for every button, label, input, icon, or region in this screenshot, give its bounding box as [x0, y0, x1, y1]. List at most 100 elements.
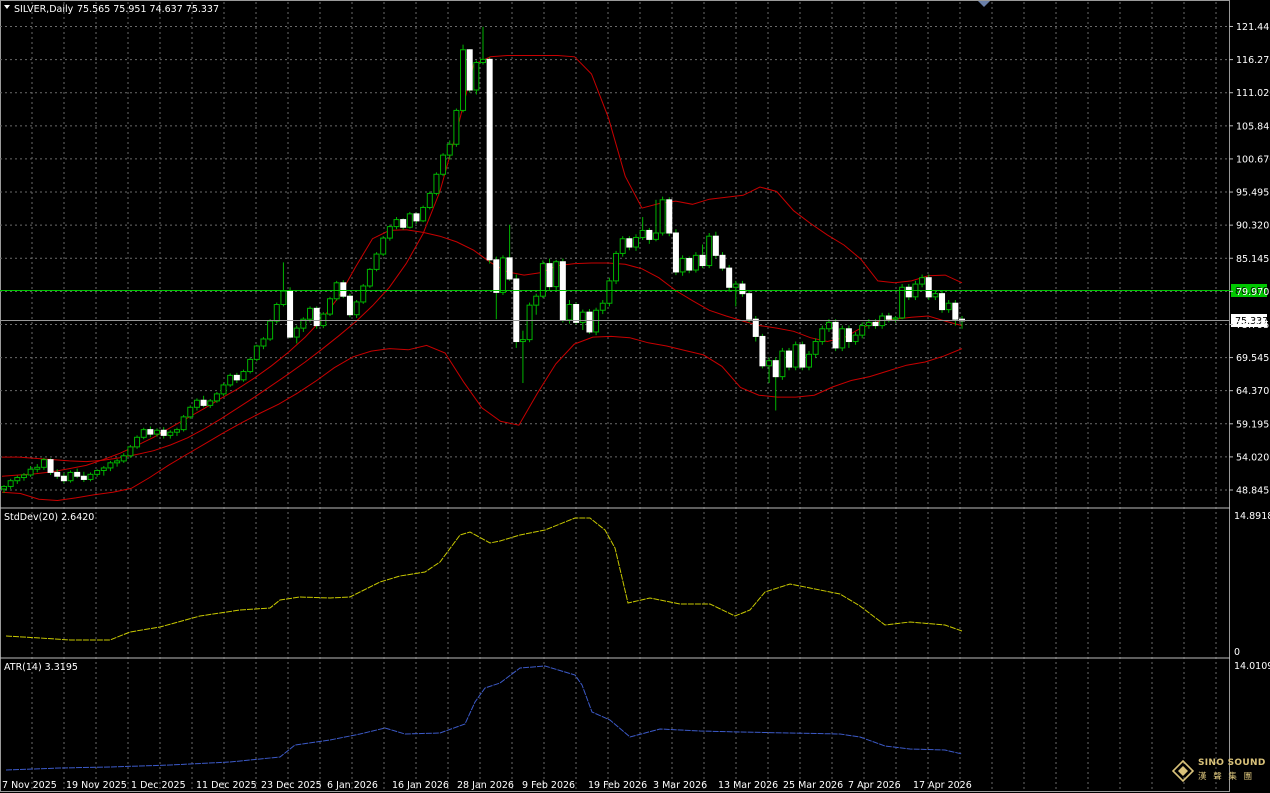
candle-body [147, 429, 154, 435]
x-tick-label: 11 Dec 2025 [196, 780, 257, 791]
candle-body [134, 436, 141, 448]
candle-body [300, 318, 307, 329]
candle-body [526, 304, 533, 341]
candle-body [752, 318, 759, 337]
candle-body [107, 462, 114, 469]
candle-body [779, 350, 786, 378]
x-tick-label: 6 Jan 2026 [327, 780, 378, 791]
candle-body [553, 261, 560, 288]
candle-body [885, 315, 892, 320]
candle-body [872, 321, 879, 327]
candle-body [313, 307, 320, 327]
candle-body [213, 393, 220, 402]
candle-body [340, 282, 347, 297]
candle-body [426, 192, 433, 208]
candle-body [805, 353, 812, 368]
candle-body [74, 471, 81, 477]
candle-body [619, 238, 626, 254]
candle-body [120, 455, 127, 462]
time-axis[interactable]: 7 Nov 2025 19 Nov 2025 1 Dec 2025 11 Dec 20… [2, 780, 972, 791]
x-tick-label: 17 Apr 2026 [913, 780, 972, 791]
y-tick-label: 79.970 [1236, 287, 1269, 298]
candle-body [433, 173, 440, 194]
current-price-label: 75.337 [1235, 316, 1268, 327]
candle-body [486, 58, 493, 261]
candle-body [173, 429, 180, 433]
x-tick-label: 28 Jan 2026 [457, 780, 514, 791]
candle-body [892, 317, 899, 320]
candle-body [360, 285, 367, 303]
candle-body [586, 311, 593, 333]
candle-body [493, 259, 500, 293]
scroll-marker-icon[interactable] [978, 1, 990, 7]
candle-body [952, 302, 959, 320]
candle-body [180, 416, 187, 431]
candle-body [200, 399, 207, 406]
candle-body [573, 304, 580, 323]
stddev-title: StdDev(20) 2.6420 [4, 512, 94, 523]
candle-body [386, 226, 393, 239]
candle-body [699, 254, 706, 267]
candle-body [905, 286, 912, 298]
candle-body [413, 213, 420, 222]
candle-body [593, 309, 600, 333]
ohlc-readout: 75.565 75.951 74.637 75.337 [77, 4, 219, 15]
x-tick-label: 7 Apr 2026 [848, 780, 901, 791]
logo-top-text: SINO SOUND [1198, 758, 1266, 768]
candle-body [233, 374, 240, 381]
candle-body [825, 321, 832, 330]
candle-body [127, 446, 134, 457]
candle-body [87, 473, 94, 480]
candle-body [546, 263, 553, 288]
candle-body [739, 283, 746, 295]
y-tick-label: 90.320 [1236, 221, 1269, 232]
candle-body [865, 321, 872, 327]
candle-body [639, 229, 646, 238]
candle-body [446, 143, 453, 156]
candle-body [247, 358, 254, 373]
candle-body [160, 429, 167, 436]
candle-body [766, 360, 773, 367]
stddev-zero-value: 0 [1234, 647, 1240, 658]
candle-body [380, 237, 387, 255]
candle-body [692, 254, 699, 271]
candle-body [253, 345, 260, 360]
x-tick-label: 7 Nov 2025 [2, 780, 57, 791]
horizontal-lines: 80.000 75.337 [0, 284, 1268, 327]
broker-logo: SINO SOUND 漢 聲 集 團 [1172, 758, 1266, 784]
candle-body [7, 480, 14, 487]
candle-body [633, 236, 640, 248]
candle-body [599, 302, 606, 311]
candle-body [187, 406, 194, 418]
candle-body [566, 304, 573, 321]
y-tick-label: 121.445 [1236, 22, 1270, 33]
x-tick-label: 19 Nov 2025 [66, 780, 127, 791]
candle-body [539, 263, 546, 297]
candle-body [506, 257, 513, 280]
candle-body [440, 154, 447, 175]
current-price-tag [1231, 314, 1267, 327]
candle-body [154, 429, 161, 435]
candle-body [293, 327, 300, 338]
candle-body [420, 206, 427, 222]
x-tick-label: 16 Jan 2026 [392, 780, 449, 791]
atr-top-value: 14.0109 [1234, 661, 1270, 672]
candle-body [14, 477, 21, 482]
candle-body [679, 258, 686, 273]
candle-body [746, 293, 753, 320]
candle-body [267, 320, 274, 340]
price-axis[interactable]: 121.445 116.270 111.020 105.845 100.670 95.49… [1229, 22, 1270, 497]
candle-body [533, 295, 540, 306]
candle-body [812, 341, 819, 355]
candle-body [606, 280, 613, 304]
chart-frame [0, 0, 1230, 792]
candle-body [712, 235, 719, 256]
y-tick-label: 54.020 [1236, 452, 1269, 463]
level-line-tag [1231, 284, 1267, 297]
candle-body [346, 295, 353, 316]
candle-body [652, 232, 659, 240]
candle-body [220, 384, 227, 395]
chevron-down-icon[interactable] [4, 5, 10, 9]
candle-body [27, 468, 34, 476]
